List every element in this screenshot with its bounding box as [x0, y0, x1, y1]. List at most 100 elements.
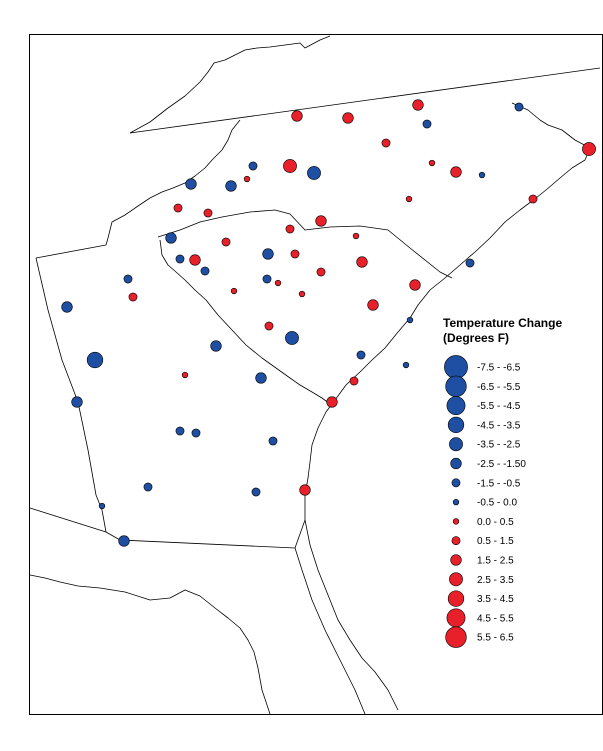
station-marker — [203, 208, 213, 218]
station-marker — [210, 340, 222, 352]
station-marker — [175, 426, 185, 436]
station-marker — [307, 166, 321, 180]
station-marker — [326, 396, 338, 408]
legend-label: -7.5 - -6.5 — [477, 363, 521, 374]
station-marker — [465, 258, 475, 268]
va-nc-border — [129, 67, 601, 134]
station-marker — [262, 274, 272, 284]
ga-fl-border — [29, 507, 306, 549]
virginia-west-outline — [129, 35, 331, 134]
legend-label: 5.5 - 6.5 — [477, 633, 514, 644]
legend-label: -5.5 - -4.5 — [477, 401, 521, 412]
station-marker — [285, 331, 299, 345]
legend-symbol — [451, 536, 461, 546]
station-marker — [285, 224, 295, 234]
station-marker — [315, 215, 327, 227]
station-marker — [248, 161, 258, 171]
legend: Temperature Change (Degrees F) -7.5 - -6… — [443, 316, 562, 648]
legend-title-line2: (Degrees F) — [443, 331, 509, 345]
station-marker — [352, 232, 360, 240]
atlantic-coastline — [304, 102, 591, 711]
station-marker — [291, 110, 303, 122]
station-marker — [255, 372, 267, 384]
legend-symbol — [452, 498, 460, 506]
station-marker — [118, 535, 130, 547]
station-marker — [528, 194, 538, 204]
legend-label: 0.0 - 0.5 — [477, 517, 514, 528]
legend-symbol — [444, 355, 468, 379]
legend-symbol — [449, 437, 463, 452]
ga-al-border — [35, 257, 107, 533]
station-marker — [356, 350, 366, 360]
station-markers — [61, 99, 596, 547]
map-frame — [29, 34, 603, 715]
nc-sc-border — [157, 209, 453, 279]
station-marker — [173, 203, 183, 213]
station-marker — [189, 254, 201, 266]
station-marker — [243, 175, 251, 183]
legend-symbol — [449, 572, 463, 587]
station-marker — [367, 299, 379, 311]
state-boundaries — [29, 35, 601, 715]
tn-ga-border — [35, 244, 107, 259]
station-marker — [405, 195, 413, 203]
station-marker — [450, 166, 462, 178]
station-marker — [422, 119, 432, 129]
legend-symbol — [451, 478, 461, 488]
station-marker — [356, 256, 368, 268]
florida-gulf-coast — [29, 574, 271, 715]
station-marker — [86, 351, 104, 369]
station-marker — [251, 487, 261, 497]
station-marker — [406, 316, 414, 324]
legend-label: 4.5 - 5.5 — [477, 613, 514, 624]
station-marker — [165, 232, 177, 244]
legend-symbol — [445, 626, 467, 648]
ga-sc-border — [159, 239, 331, 405]
station-marker — [123, 274, 133, 284]
station-marker — [381, 138, 391, 148]
station-marker — [514, 102, 524, 112]
legend-symbol — [450, 554, 462, 566]
station-marker — [143, 482, 153, 492]
legend-symbol — [446, 396, 466, 416]
station-marker — [221, 237, 231, 247]
nc-tn-border — [105, 119, 241, 246]
station-marker — [402, 361, 410, 369]
legend-symbol — [445, 375, 467, 397]
legend-symbol — [450, 457, 462, 470]
station-marker — [128, 292, 138, 302]
legend-symbol — [452, 518, 460, 525]
station-marker — [268, 436, 278, 446]
legend-label: -3.5 - -2.5 — [477, 440, 521, 451]
station-marker — [71, 396, 83, 408]
station-marker — [262, 248, 274, 260]
florida-inner-line — [294, 547, 366, 715]
station-marker — [298, 290, 306, 298]
station-marker — [200, 266, 210, 276]
legend-label: 0.5 - 1.5 — [477, 536, 514, 547]
legend-label: -6.5 - -5.5 — [477, 382, 521, 393]
legend-label: -1.5 - -0.5 — [477, 478, 521, 489]
legend-symbol — [446, 608, 466, 628]
station-marker — [175, 254, 185, 264]
station-marker — [185, 178, 197, 190]
station-marker — [316, 267, 326, 277]
station-marker — [349, 376, 359, 386]
station-marker — [225, 180, 237, 192]
station-marker — [412, 99, 424, 111]
legend-label: 3.5 - 4.5 — [477, 594, 514, 605]
station-marker — [181, 371, 189, 379]
legend-label: -2.5 - -1.50 — [477, 459, 526, 470]
legend-label: 2.5 - 3.5 — [477, 575, 514, 586]
legend-label: -4.5 - -3.5 — [477, 420, 521, 431]
station-marker — [428, 159, 436, 167]
legend-symbol — [447, 590, 465, 607]
station-marker — [582, 142, 596, 156]
station-marker — [61, 301, 73, 313]
station-marker — [98, 502, 106, 510]
legend-title-line1: Temperature Change — [443, 316, 562, 330]
station-marker — [299, 484, 311, 496]
station-marker — [230, 287, 238, 295]
station-marker — [478, 171, 486, 179]
